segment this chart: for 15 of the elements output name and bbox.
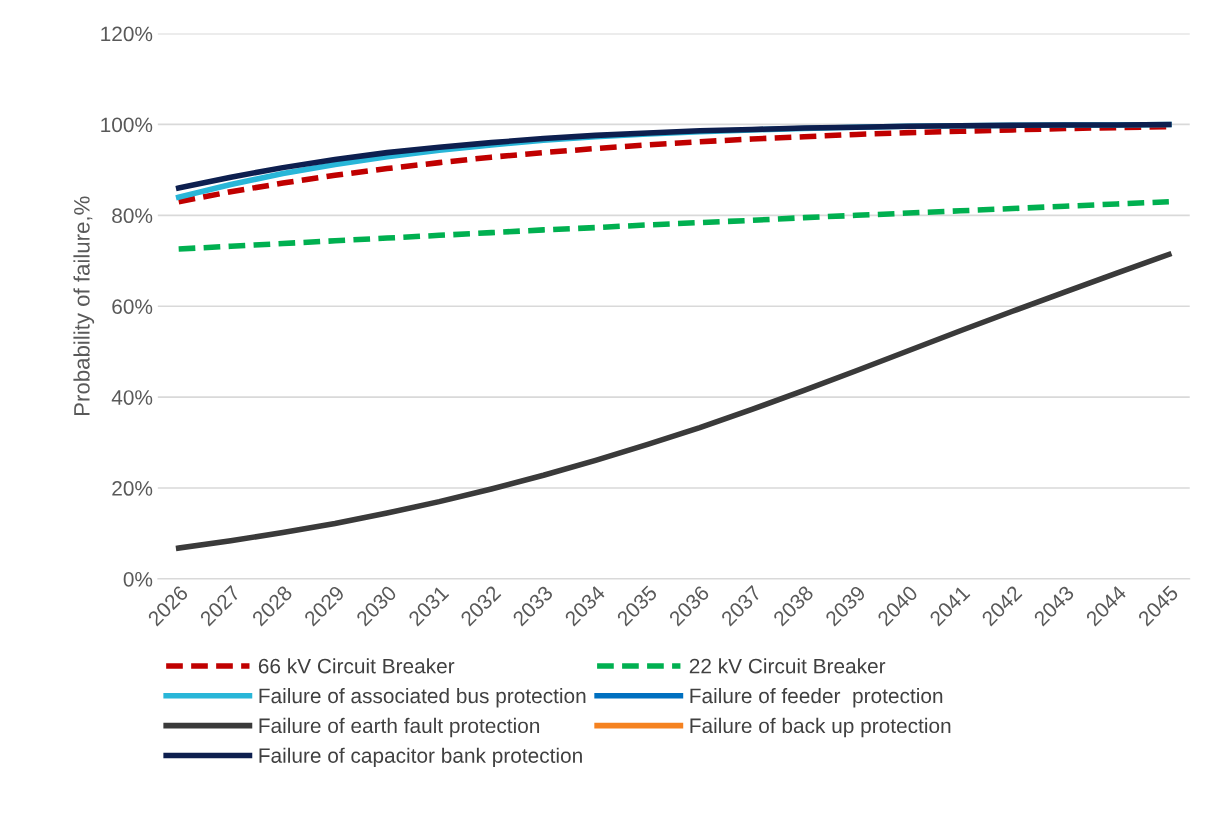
y-axis-title: Probability of failure,%: [73, 196, 95, 415]
legend-label: Failure of earth fault protection: [259, 717, 540, 738]
y-tick-label: 20%: [112, 481, 153, 496]
legend-label: Failure of back up protection: [690, 717, 951, 738]
legend-label: Failure of capacitor bank protection: [259, 747, 582, 768]
legend-label: Failure of associated bus protection: [259, 687, 586, 708]
y-tick-label: 80%: [112, 208, 153, 224]
y-tick-label: 0%: [123, 571, 153, 587]
y-tick-label: 100%: [101, 117, 153, 133]
legend-label: Failure of feeder protection: [690, 687, 943, 708]
legend-label: 66 kV Circuit Breaker: [258, 658, 455, 674]
y-tick-label: 40%: [111, 390, 153, 405]
y-tick-label: 120%: [101, 26, 153, 42]
legend-label: 22 kV Circuit Breaker: [689, 658, 886, 674]
y-tick-label: 60%: [112, 299, 153, 314]
